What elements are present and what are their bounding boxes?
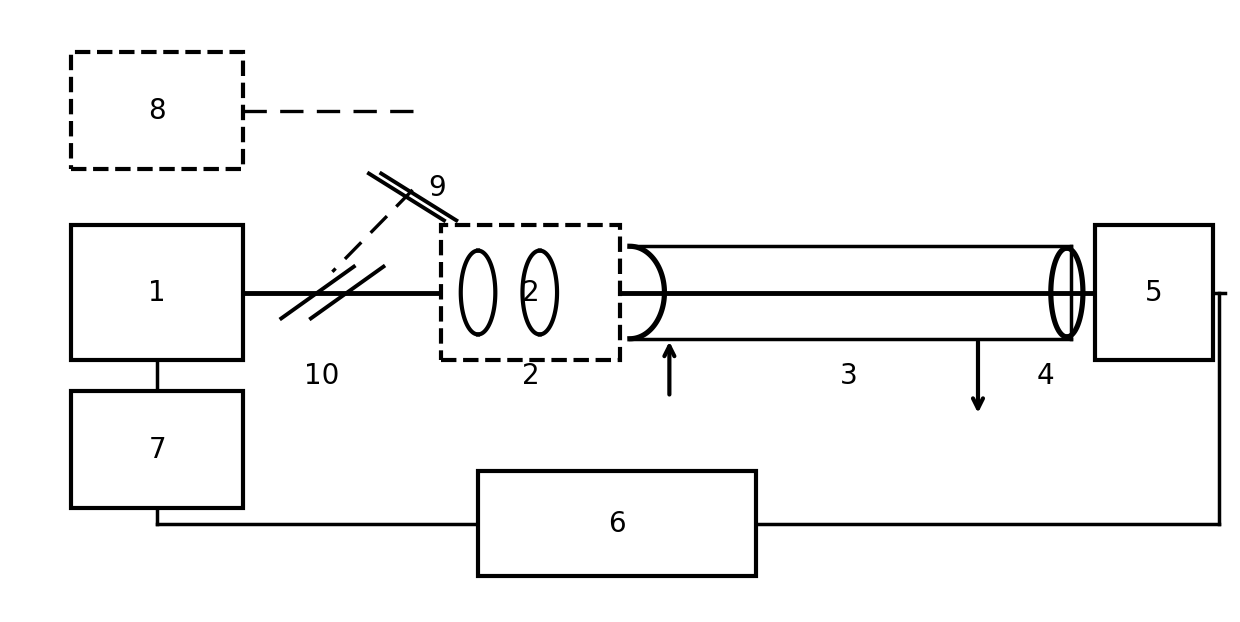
Bar: [71, 391, 243, 508]
Text: 9: 9: [429, 174, 446, 202]
Bar: [71, 225, 243, 360]
Text: 2: 2: [522, 362, 539, 390]
Text: 2: 2: [522, 279, 539, 307]
Text: 4: 4: [1037, 362, 1055, 390]
Bar: [71, 52, 243, 169]
Text: 7: 7: [149, 435, 166, 463]
Text: 1: 1: [149, 279, 166, 307]
Text: 3: 3: [839, 362, 857, 390]
Bar: [441, 225, 620, 360]
Text: 5: 5: [1145, 279, 1163, 307]
Bar: [479, 471, 756, 576]
Text: 10: 10: [304, 362, 339, 390]
Bar: [1095, 225, 1213, 360]
Text: 6: 6: [608, 509, 626, 537]
Text: 8: 8: [149, 96, 166, 124]
